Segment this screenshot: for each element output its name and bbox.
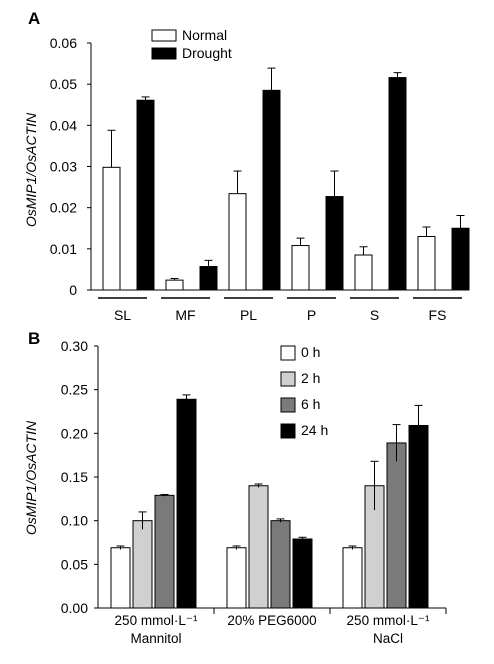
y-tick-label: 0.03: [50, 159, 77, 175]
x-category-label: S: [370, 307, 379, 323]
legend-swatch-drought: [151, 47, 177, 60]
legend-swatch-2h: [280, 371, 296, 387]
y-tick-label: 0.05: [50, 76, 77, 92]
y-tick-label: 0.15: [61, 469, 88, 485]
legend-label: 0 h: [301, 344, 320, 360]
bar-2h: [248, 485, 269, 609]
x-category-label: 250 mmol·L⁻¹: [347, 613, 430, 628]
x-category-label: MF: [175, 307, 195, 323]
chart-panel-a: A OsMIP1/OsACTIN 0 0.01 0.02 0.03 0.04 0.05 0.…: [23, 9, 470, 323]
x-category-label: 20% PEG6000: [227, 613, 316, 628]
panel-label-b: B: [28, 329, 40, 348]
x-category-label: PL: [240, 307, 257, 323]
bar-drought: [451, 227, 470, 291]
y-tick-label: 0.05: [61, 556, 88, 572]
x-category-label: P: [307, 307, 316, 323]
bar-normal: [102, 166, 121, 291]
x-category-label: 250 mmol·L⁻¹: [115, 613, 198, 628]
bar-6h: [154, 494, 175, 609]
bar-normal: [228, 193, 247, 291]
legend-label: 6 h: [301, 396, 320, 412]
y-axis-label-b: OsMIP1/OsACTIN: [23, 420, 39, 535]
legend-swatch-normal: [151, 29, 177, 42]
y-tick-label: 0: [69, 282, 77, 298]
y-axis-label-a: OsMIP1/OsACTIN: [23, 112, 39, 227]
y-tick-label: 0.01: [50, 241, 77, 257]
bar-normal: [165, 279, 184, 291]
bar-2h: [132, 520, 153, 609]
plot-area-b: 0.00 0.05 0.10 0.15 0.20 0.25 0.30 250 mmol·L⁻¹…: [61, 338, 447, 646]
y-tick-label: 0.06: [50, 35, 77, 51]
x-category-label-line2: Mannitol: [130, 631, 181, 646]
legend-label: Drought: [182, 45, 232, 61]
x-category-label-line2: NaCl: [373, 631, 403, 646]
bar-normal: [354, 254, 373, 291]
y-tick-label: 0.10: [61, 513, 88, 529]
panel-label-a: A: [28, 9, 40, 28]
y-tick-label: 0.00: [61, 600, 88, 616]
y-tick-label: 0.25: [61, 382, 88, 398]
legend-label: Normal: [182, 27, 227, 43]
plot-area-a: 0 0.01 0.02 0.03 0.04 0.05 0.06 SL MF PL P S FS Norma…: [50, 27, 470, 323]
legend-label: 24 h: [301, 422, 328, 438]
bar-0h: [342, 547, 363, 609]
bar-normal: [291, 245, 310, 291]
bar-24h: [292, 538, 313, 609]
legend-swatch-0h: [280, 345, 296, 361]
x-category-label: SL: [114, 307, 131, 323]
bar-0h: [110, 547, 131, 609]
bar-drought: [199, 266, 218, 291]
chart-panel-b: B OsMIP1/OsACTIN 0.00 0.05 0.10 0.15 0.20 0.2…: [23, 329, 447, 646]
bar-24h: [176, 398, 197, 609]
bar-6h: [270, 520, 291, 609]
bar-24h: [408, 424, 429, 609]
bar-6h: [386, 442, 407, 609]
bar-drought: [325, 196, 344, 291]
y-tick-label: 0.04: [50, 117, 77, 133]
legend-swatch-24h: [280, 423, 296, 439]
bar-drought: [388, 77, 407, 291]
y-tick-label: 0.02: [50, 200, 77, 216]
bar-drought: [262, 89, 281, 291]
y-tick-label: 0.20: [61, 425, 88, 441]
x-category-label: FS: [429, 307, 447, 323]
bar-normal: [417, 235, 436, 291]
legend-label: 2 h: [301, 370, 320, 386]
bar-0h: [226, 547, 247, 609]
legend-swatch-6h: [280, 397, 296, 413]
bar-drought: [136, 99, 155, 291]
y-tick-label: 0.30: [61, 338, 88, 354]
